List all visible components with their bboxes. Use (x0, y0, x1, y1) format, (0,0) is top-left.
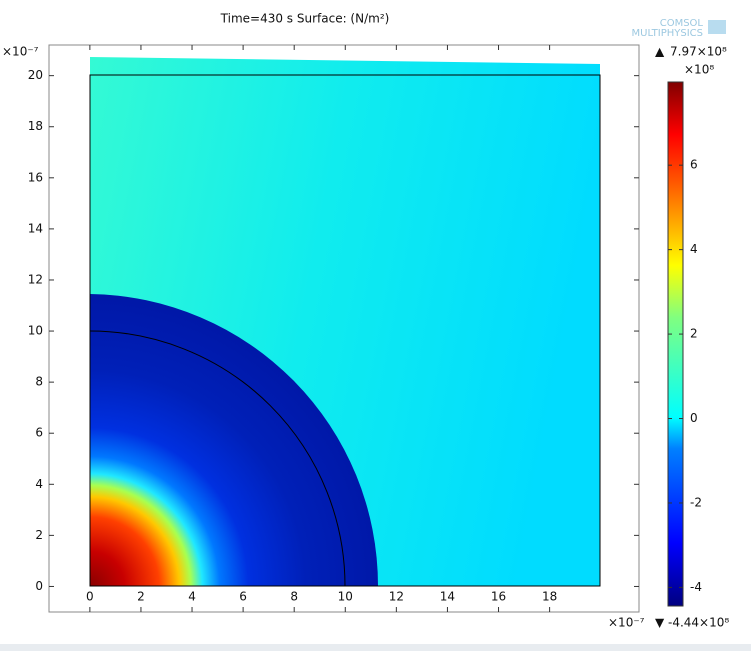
min-marker: ▼ (655, 616, 665, 630)
bottom-strip (0, 644, 751, 651)
colorbar (667, 81, 684, 607)
logo: MULTIPHYSICS (632, 28, 703, 39)
colorbar-multiplier: ×10⁸ (684, 63, 714, 77)
y-tick-label: 8 (35, 375, 43, 389)
y-tick-label: 10 (28, 324, 43, 338)
x-tick-label: 14 (440, 590, 455, 604)
y-tick-label: 18 (28, 119, 43, 133)
y-tick-label: 2 (35, 528, 43, 542)
axes-frame (48, 44, 640, 613)
y-tick-label: 16 (28, 170, 43, 184)
x-tick-label: 18 (542, 590, 557, 604)
x-tick-label: 8 (290, 590, 298, 604)
field-particle (90, 294, 378, 586)
x-tick-label: 6 (239, 590, 247, 604)
y-multiplier: ×10⁻⁷ (2, 45, 39, 59)
colorbar-tick-label: 6 (690, 158, 698, 172)
colorbar-max: 7.97×10⁸ (670, 45, 727, 59)
logo-icon (708, 20, 726, 34)
y-tick-label: 14 (28, 221, 43, 235)
y-tick-label: 0 (35, 579, 43, 593)
domain-boundary (89, 74, 601, 587)
y-tick-label: 20 (28, 68, 43, 82)
colorbar-tick-label: 2 (690, 327, 698, 341)
colorbar-min: -4.44×10⁸ (668, 616, 729, 630)
colorbar-tick-label: -2 (690, 495, 702, 509)
plot-title: Time=430 s Surface: (N/m²) (220, 12, 390, 26)
x-tick-label: 0 (86, 590, 94, 604)
x-tick-label: 2 (137, 590, 145, 604)
max-marker: ▲ (655, 45, 665, 59)
colorbar-tick-label: -4 (690, 580, 702, 594)
y-tick-label: 12 (28, 272, 43, 286)
inner-boundary (89, 330, 346, 587)
colorbar-tick-label: 0 (690, 411, 698, 425)
x-tick-label: 10 (338, 590, 353, 604)
y-tick-label: 4 (35, 477, 43, 491)
y-tick-label: 6 (35, 426, 43, 440)
x-multiplier: ×10⁻⁷ (608, 616, 645, 630)
colorbar-tick-label: 4 (690, 242, 698, 256)
logo: COMSOL (660, 18, 704, 29)
x-tick-label: 12 (389, 590, 404, 604)
x-tick-label: 16 (491, 590, 506, 604)
x-tick-label: 4 (188, 590, 196, 604)
